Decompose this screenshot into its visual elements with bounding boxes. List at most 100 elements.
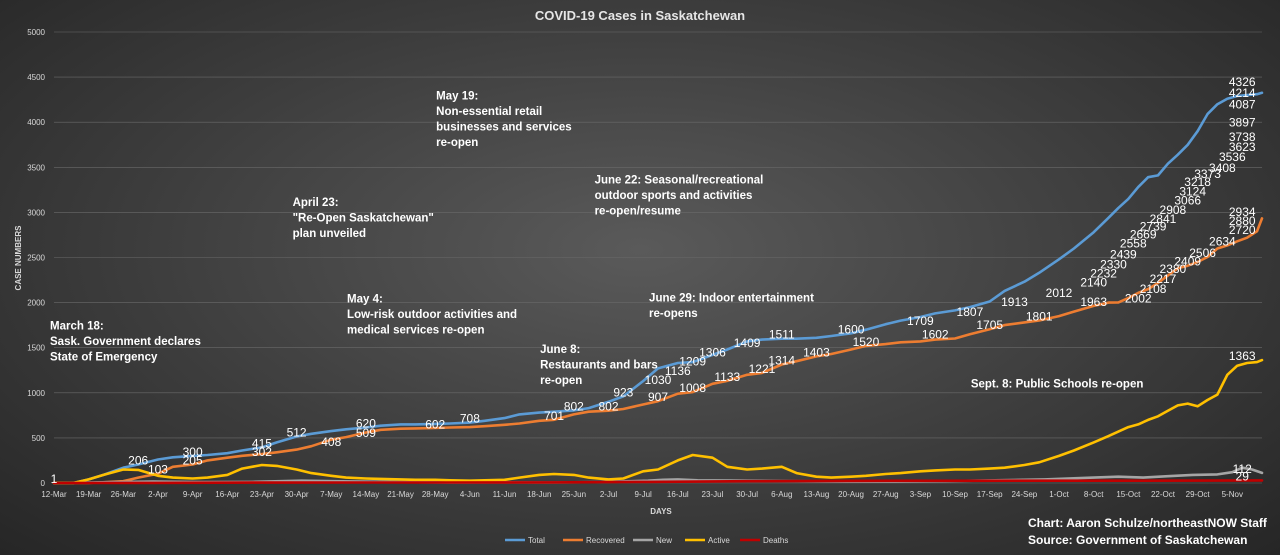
y-tick-label: 3000 [27,208,45,217]
x-tick-label: 4-Jun [460,490,480,499]
data-label-recovered: 2506 [1189,246,1216,260]
data-label-total: 2908 [1160,203,1187,217]
data-label-total: 2841 [1150,212,1177,226]
annotation-line: March 18: [50,321,104,333]
data-label-total: 4326 [1229,75,1256,89]
data-label-total: 1807 [957,305,984,319]
data-label-recovered: 1520 [853,335,880,349]
x-axis-ticks: 12-Mar 19-Mar 26-Mar 2-Apr 9-Apr 16-Apr 23-Apr… [41,490,1243,499]
data-label-total: 3738 [1229,130,1256,144]
annotation-line: businesses and services [436,122,572,134]
x-tick-label: 2-Apr [148,490,168,499]
annotation-line: State of Emergency [50,352,158,364]
x-tick-label: 18-Jun [527,490,551,499]
chart-title: COVID-19 Cases in Saskatchewan [535,8,745,23]
x-tick-label: 6-Aug [771,490,792,499]
data-label-total: 512 [287,426,307,440]
annotation: Sept. 8: Public Schools re-open [971,378,1144,390]
x-tick-label: 25-Jun [562,490,586,499]
data-label-total: 2439 [1110,247,1137,261]
legend: Total Recovered New Active Deaths [505,536,788,545]
x-tick-label: 11-Jun [493,490,517,499]
y-axis-ticks: 0 500 1000 1500 2000 2500 3000 3500 4000 4500 5000 [27,28,45,488]
data-label-total: 1030 [645,373,672,387]
data-label-total: 3536 [1219,150,1246,164]
data-label-recovered: 1008 [679,381,706,395]
x-tick-label: 12-Mar [41,490,67,499]
y-tick-label: 0 [41,479,46,488]
annotation-line: plan unveiled [293,228,367,240]
data-label-recovered: 408 [321,435,341,449]
annotation: March 18: Sask. Government declares State … [50,321,201,364]
data-label-recovered: 2002 [1125,291,1152,305]
x-tick-label: 3-Sep [910,490,932,499]
annotation: June 22: Seasonal/recreational outdoor sp… [595,175,764,218]
x-tick-label: 13-Aug [804,490,830,499]
data-label-recovered: 1221 [749,362,776,376]
annotation-line: "Re-Open Saskatchewan" [293,213,434,225]
annotation: June 29: Indoor entertainment re-opens [649,293,814,321]
x-tick-label: 23-Jul [702,490,724,499]
annotation-line: Sept. 8: Public Schools re-open [971,378,1144,390]
data-label-total: 1709 [907,314,934,328]
data-label-recovered: 1705 [976,318,1003,332]
x-tick-label: 23-Apr [250,490,274,499]
data-label-recovered: 1314 [768,353,795,367]
data-label-active: 1363 [1229,349,1256,363]
credit-line-1: Chart: Aaron Schulze/northeastNOW Staff [1028,516,1268,530]
annotation: April 23: "Re-Open Saskatchewan" plan unve… [293,197,434,240]
data-label-total: 4214 [1229,86,1256,100]
data-label-total: 3218 [1184,175,1211,189]
y-tick-label: 500 [32,434,46,443]
annotation-line: June 8: [540,344,580,356]
annotation-line: Sask. Government declares [50,336,201,348]
data-label-total: 620 [356,417,376,431]
data-label-total: 3623 [1229,140,1256,154]
data-label-total: 1 [51,472,58,486]
annotation-line: re-open [540,375,582,387]
annotation-line: medical services re-open [347,325,484,337]
x-tick-label: 5-Nov [1222,490,1243,499]
x-tick-label: 26-Mar [111,490,137,499]
data-label-recovered: 907 [648,390,668,404]
annotation-line: May 19: [436,91,478,103]
x-tick-label: 24-Sep [1011,490,1037,499]
x-tick-label: 30-Jul [736,490,758,499]
y-tick-label: 1500 [27,344,45,353]
annotation-line: Restaurants and bars [540,360,658,372]
data-label-total: 3373 [1194,167,1221,181]
x-tick-label: 29-Oct [1186,490,1211,499]
series-line-total [52,91,1264,485]
data-label-total: 1511 [769,328,795,342]
x-tick-label: 19-Mar [76,490,102,499]
x-tick-label: 22-Oct [1151,490,1176,499]
data-label-recovered: 2934 [1229,205,1256,219]
data-label-recovered: 2634 [1209,234,1236,248]
x-tick-label: 14-May [353,490,380,499]
x-tick-label: 21-May [387,490,414,499]
data-label-total: 1306 [699,346,726,360]
x-tick-label: 9-Apr [183,490,203,499]
data-label-recovered: 1403 [803,345,830,359]
data-label-recovered: 103 [148,463,168,477]
data-label-recovered: 509 [356,426,376,440]
annotation: June 8: Restaurants and bars re-open [540,344,658,387]
data-label-recovered: 2720 [1229,223,1256,237]
data-label-recovered: 1133 [714,370,740,384]
data-label-total: 1913 [1001,295,1028,309]
data-label-recovered: 802 [598,400,618,414]
data-label-deaths: 29 [1236,469,1250,483]
y-axis-label: CASE NUMBERS [14,225,23,291]
data-label-total: 1409 [734,336,761,350]
x-tick-label: 15-Oct [1116,490,1141,499]
series-line-active [52,358,1264,485]
data-label-recovered: 302 [252,445,272,459]
y-tick-label: 1000 [27,389,45,398]
x-tick-label: 28-May [422,490,449,499]
legend-label-new: New [656,536,672,545]
data-label-recovered: 701 [544,409,564,423]
data-label-total: 2739 [1140,219,1167,233]
y-tick-label: 3500 [27,163,45,172]
data-label-total: 3124 [1179,184,1206,198]
